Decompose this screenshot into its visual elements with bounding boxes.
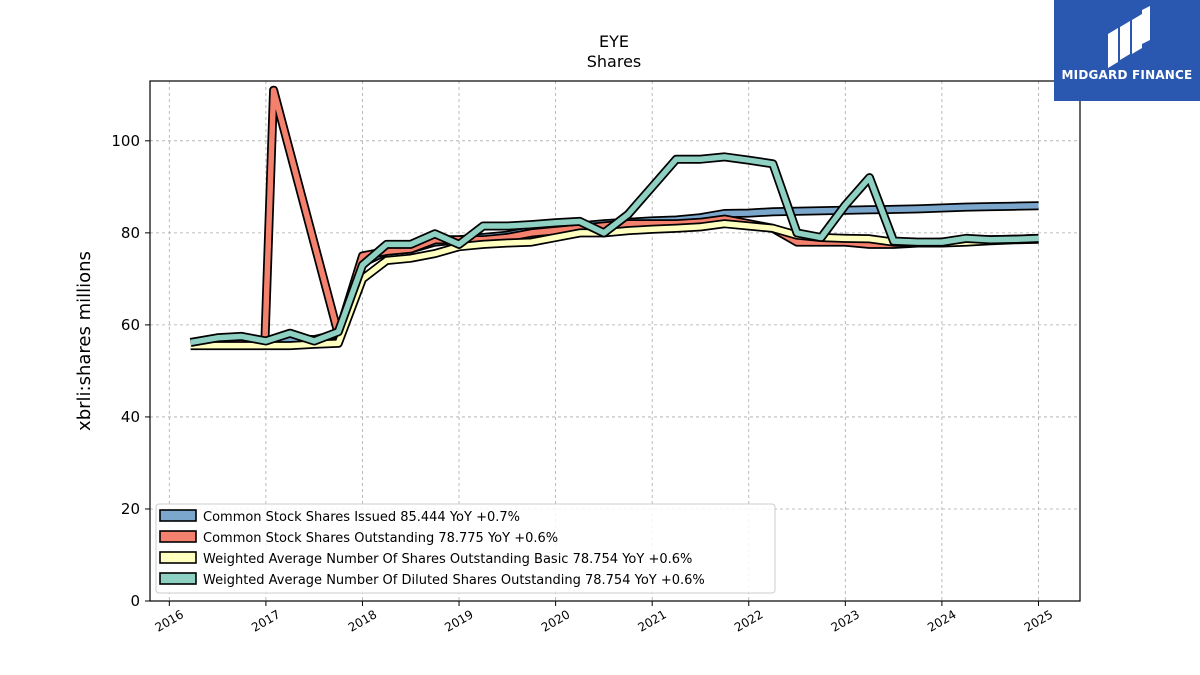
x-tick-label: 2021 bbox=[635, 607, 668, 634]
x-tick-label: 2020 bbox=[539, 607, 572, 634]
series-2 bbox=[190, 85, 1039, 348]
legend-label-3: Weighted Average Number Of Shares Outsta… bbox=[203, 552, 692, 567]
x-tick-label: 2025 bbox=[1022, 607, 1055, 634]
series-layer bbox=[189, 85, 1039, 351]
series-4 bbox=[189, 152, 1039, 347]
logo-mark-icon bbox=[1108, 6, 1150, 68]
legend-swatch-3 bbox=[159, 551, 197, 564]
legend-label-1: Common Stock Shares Issued 85.444 YoY +0… bbox=[203, 510, 520, 525]
y-tick-label: 40 bbox=[121, 408, 140, 426]
x-tick-label: 2018 bbox=[346, 607, 379, 634]
legend-label-2: Common Stock Shares Outstanding 78.775 Y… bbox=[203, 531, 558, 546]
x-tick-label: 2016 bbox=[153, 607, 186, 634]
y-axis: 0 20 40 60 80 100 bbox=[111, 132, 150, 610]
midgard-finance-logo: MIDGARD FINANCE bbox=[1054, 0, 1200, 101]
y-tick-label: 0 bbox=[130, 592, 140, 610]
x-axis: 2016 2017 2018 2019 2020 2021 2022 2023 2024 2025 bbox=[153, 601, 1055, 635]
x-tick-label: 2023 bbox=[829, 607, 862, 634]
series-2-line bbox=[190, 87, 1039, 347]
plot-frame bbox=[149, 80, 1081, 602]
legend-swatch-2 bbox=[159, 530, 197, 543]
legend-swatch-4 bbox=[159, 572, 197, 585]
grid-lines bbox=[150, 81, 1080, 602]
y-tick-label: 60 bbox=[121, 316, 140, 334]
chart-subtitle: Shares bbox=[587, 52, 642, 71]
legend-box bbox=[155, 503, 776, 594]
x-tick-label: 2022 bbox=[732, 607, 765, 634]
y-tick-label: 100 bbox=[111, 132, 140, 150]
y-axis-label: xbrli:shares millions bbox=[74, 251, 95, 431]
logo-text: MIDGARD FINANCE bbox=[1061, 68, 1193, 82]
legend-label-4: Weighted Average Number Of Diluted Share… bbox=[203, 573, 705, 588]
y-tick-label: 20 bbox=[121, 500, 140, 518]
legend-swatch-1 bbox=[159, 509, 197, 522]
legend: Common Stock Shares Issued 85.444 YoY +0… bbox=[155, 503, 776, 594]
series-2-outline bbox=[190, 85, 1039, 348]
y-tick-label: 80 bbox=[121, 224, 140, 242]
x-tick-label: 2019 bbox=[442, 607, 475, 634]
x-tick-label: 2024 bbox=[925, 607, 958, 634]
series-4-line bbox=[190, 154, 1039, 346]
x-tick-label: 2017 bbox=[249, 607, 282, 634]
chart-title: EYE bbox=[599, 32, 629, 51]
